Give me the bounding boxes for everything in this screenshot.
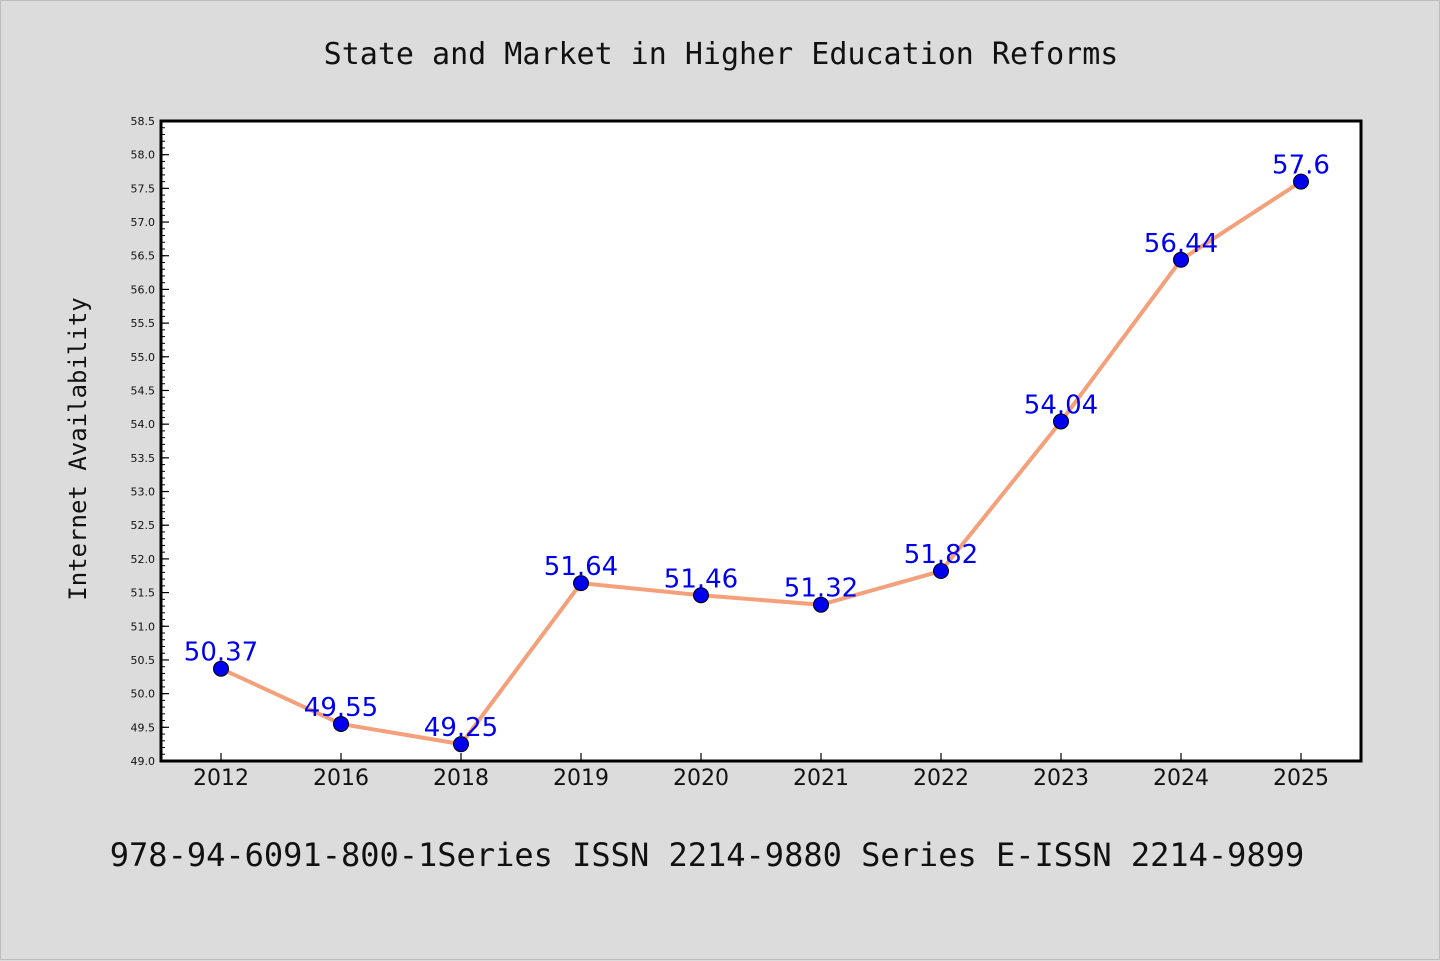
y-tick-label: 51.0 xyxy=(131,620,156,633)
data-label: 51.82 xyxy=(904,540,978,570)
data-label: 54.04 xyxy=(1024,390,1098,420)
series-markers xyxy=(213,173,1309,753)
y-tick-label: 50.0 xyxy=(131,688,156,701)
y-ticks: 49.0 49.5 50.0 50.5 51.0 51.5 52.0 52.5 53.0 53.5… xyxy=(131,115,169,768)
data-label: 49.25 xyxy=(424,713,498,743)
chart-title: State and Market in Higher Education Ref… xyxy=(324,37,1119,72)
data-point xyxy=(1053,413,1069,430)
x-tick-label: 2025 xyxy=(1273,766,1329,791)
x-tick-label: 2022 xyxy=(913,766,969,791)
y-tick-label: 55.5 xyxy=(131,317,156,330)
y-tick-label: 57.5 xyxy=(131,182,156,195)
y-tick-label: 49.5 xyxy=(131,721,156,734)
x-tick-label: 2023 xyxy=(1033,766,1089,791)
y-tick-label: 57.0 xyxy=(131,216,156,229)
x-tick-label: 2018 xyxy=(433,766,489,791)
y-tick-label: 50.5 xyxy=(131,654,156,667)
data-point xyxy=(693,587,709,604)
x-tick-label: 2012 xyxy=(193,766,249,791)
data-label: 51.32 xyxy=(784,574,858,604)
y-tick-label: 51.5 xyxy=(131,587,156,600)
y-tick-label: 58.0 xyxy=(131,149,156,162)
data-point xyxy=(813,596,829,613)
plot-frame xyxy=(159,119,1363,763)
y-tick-label: 58.5 xyxy=(131,115,156,128)
x-ticks: 2012 2016 2018 2019 2020 2021 2022 2023 2024 2025 xyxy=(193,753,1329,791)
x-tick-label: 2024 xyxy=(1153,766,1209,791)
y-axis-label: Internet Availability xyxy=(64,297,92,600)
y-tick-label: 54.0 xyxy=(131,418,156,431)
data-label: 49.55 xyxy=(304,693,378,723)
x-tick-label: 2016 xyxy=(313,766,369,791)
data-label: 56.44 xyxy=(1144,229,1218,259)
y-tick-label: 55.0 xyxy=(131,351,156,364)
footer-text: 978-94-6091-800-1Series ISSN 2214-9880 S… xyxy=(110,836,1304,874)
y-tick-label: 52.0 xyxy=(131,553,156,566)
series-line xyxy=(220,179,1303,747)
y-tick-label: 56.5 xyxy=(131,250,156,263)
y-tick-label: 54.5 xyxy=(131,384,156,397)
x-tick-label: 2019 xyxy=(553,766,609,791)
y-tick-label: 49.0 xyxy=(131,755,156,768)
x-tick-label: 2020 xyxy=(673,766,729,791)
data-point xyxy=(933,563,949,580)
data-point xyxy=(453,736,469,753)
y-tick-label: 53.5 xyxy=(131,452,156,465)
x-tick-label: 2021 xyxy=(793,766,849,791)
data-label: 51.64 xyxy=(544,552,618,582)
data-point xyxy=(333,715,349,732)
plot-area xyxy=(161,121,1361,761)
data-labels: 50.37 49.55 49.25 51.64 51.46 51.32 51.82 54.04… xyxy=(184,151,1330,744)
data-point xyxy=(213,660,229,677)
data-label: 57.6 xyxy=(1272,151,1330,181)
data-label: 50.37 xyxy=(184,638,258,668)
y-tick-label: 56.0 xyxy=(131,283,156,296)
data-label: 51.46 xyxy=(664,564,738,594)
data-point xyxy=(1173,251,1189,268)
data-point xyxy=(573,575,589,592)
data-point xyxy=(1293,173,1309,190)
y-tick-label: 52.5 xyxy=(131,519,156,532)
y-tick-label: 53.0 xyxy=(131,486,156,499)
